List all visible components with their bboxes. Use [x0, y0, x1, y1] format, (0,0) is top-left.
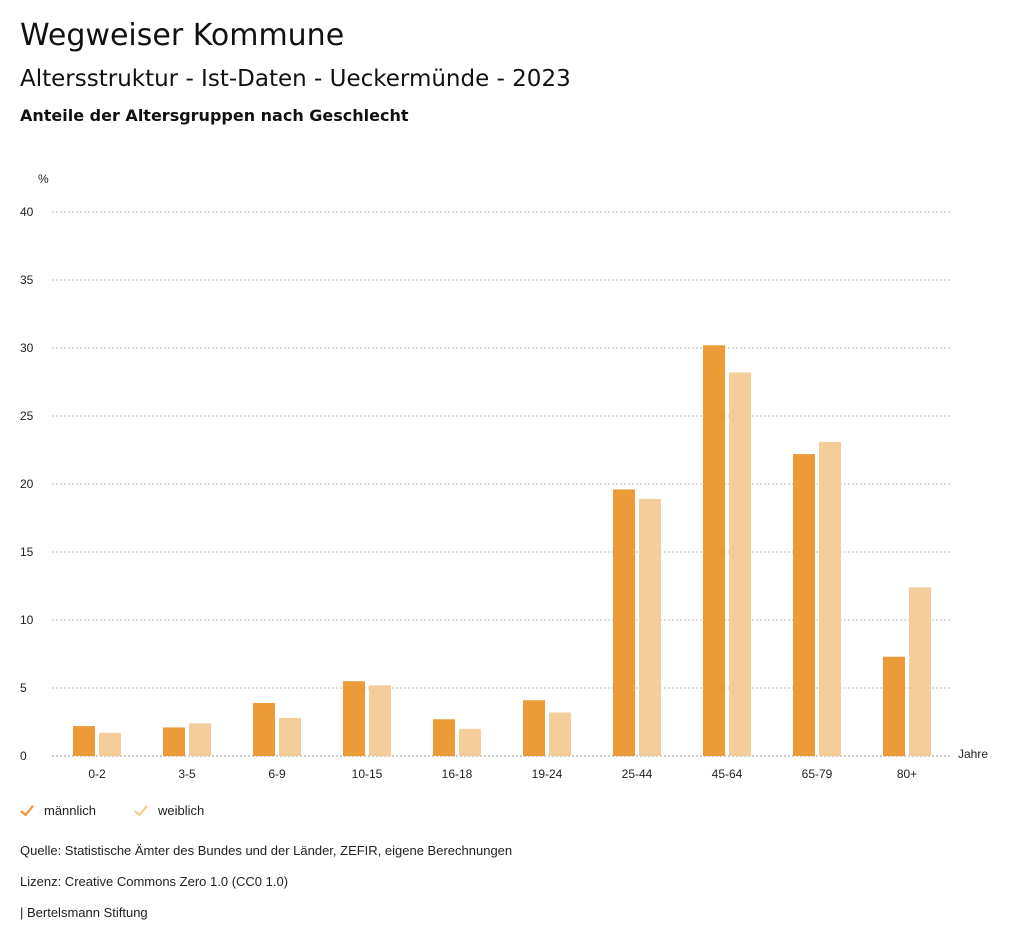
legend-label-weiblich: weiblich — [158, 803, 205, 818]
bar-maennlich-16-18[interactable] — [433, 719, 455, 756]
page-title: Wegweiser Kommune — [20, 18, 345, 53]
x-axis-unit-label: Jahre — [958, 747, 988, 761]
bar-chart: % 0 5 10 15 20 25 30 35 40 0-2 3-5 6-9 10-15 16-18 19… — [20, 172, 988, 781]
bar-weiblich-65-79[interactable] — [819, 441, 841, 756]
bar-weiblich-16-18[interactable] — [459, 728, 481, 756]
bar-maennlich-6-9[interactable] — [253, 702, 275, 756]
x-tick-label: 25-44 — [622, 767, 653, 781]
x-tick-label: 10-15 — [352, 767, 383, 781]
gridlines — [52, 211, 952, 757]
x-axis-ticks: 0-2 3-5 6-9 10-15 16-18 19-24 25-44 45-64 65-79 8… — [88, 767, 917, 781]
bar-weiblich-80+[interactable] — [909, 587, 931, 756]
bar-weiblich-0-2[interactable] — [99, 732, 121, 756]
bar-weiblich-45-64[interactable] — [729, 372, 751, 756]
check-icon — [134, 804, 148, 816]
bar-weiblich-3-5[interactable] — [189, 723, 211, 756]
y-tick-label: 20 — [20, 477, 34, 491]
x-tick-label: 65-79 — [802, 767, 833, 781]
bar-maennlich-80+[interactable] — [883, 656, 905, 756]
bar-maennlich-65-79[interactable] — [793, 454, 815, 756]
bars — [73, 345, 931, 756]
bar-maennlich-10-15[interactable] — [343, 681, 365, 756]
chart-heading: Anteile der Altersgruppen nach Geschlech… — [20, 106, 409, 125]
bar-weiblich-25-44[interactable] — [639, 498, 661, 756]
publisher-text[interactable]: | Bertelsmann Stiftung — [20, 905, 148, 920]
bar-maennlich-19-24[interactable] — [523, 700, 545, 756]
x-tick-label: 80+ — [897, 767, 917, 781]
y-tick-label: 40 — [20, 205, 34, 219]
bar-weiblich-19-24[interactable] — [549, 712, 571, 756]
legend: männlich weiblich — [20, 803, 242, 818]
y-axis-label-group: % — [38, 172, 49, 186]
x-tick-label: 0-2 — [88, 767, 106, 781]
legend-item-weiblich[interactable]: weiblich — [134, 803, 204, 818]
y-axis-ticks: 0 5 10 15 20 25 30 35 40 — [20, 205, 34, 763]
page-subtitle: Altersstruktur - Ist-Daten - Ueckermünde… — [20, 66, 571, 92]
check-icon — [20, 804, 34, 816]
y-tick-label: 30 — [20, 341, 34, 355]
source-text: Quelle: Statistische Ämter des Bundes un… — [20, 843, 513, 858]
y-tick-label: 5 — [20, 681, 27, 695]
x-tick-label: 3-5 — [178, 767, 196, 781]
y-tick-label: 35 — [20, 273, 34, 287]
bar-maennlich-3-5[interactable] — [163, 727, 185, 756]
y-tick-label: 15 — [20, 545, 34, 559]
y-tick-label: 0 — [20, 749, 27, 763]
legend-item-maennlich[interactable]: männlich — [20, 803, 96, 818]
x-tick-label: 45-64 — [712, 767, 743, 781]
x-tick-label: 19-24 — [532, 767, 563, 781]
bar-maennlich-0-2[interactable] — [73, 726, 95, 756]
x-tick-label: 16-18 — [442, 767, 473, 781]
x-tick-label: 6-9 — [268, 767, 286, 781]
y-tick-label: 25 — [20, 409, 34, 423]
y-axis-unit-label: % — [38, 172, 49, 186]
bar-maennlich-25-44[interactable] — [613, 489, 635, 756]
license-text: Lizenz: Creative Commons Zero 1.0 (CC0 1… — [20, 874, 289, 889]
bar-maennlich-45-64[interactable] — [703, 345, 725, 756]
y-tick-label: 10 — [20, 613, 34, 627]
bar-weiblich-10-15[interactable] — [369, 685, 391, 756]
bar-weiblich-6-9[interactable] — [279, 717, 301, 756]
legend-label-maennlich: männlich — [44, 803, 97, 818]
